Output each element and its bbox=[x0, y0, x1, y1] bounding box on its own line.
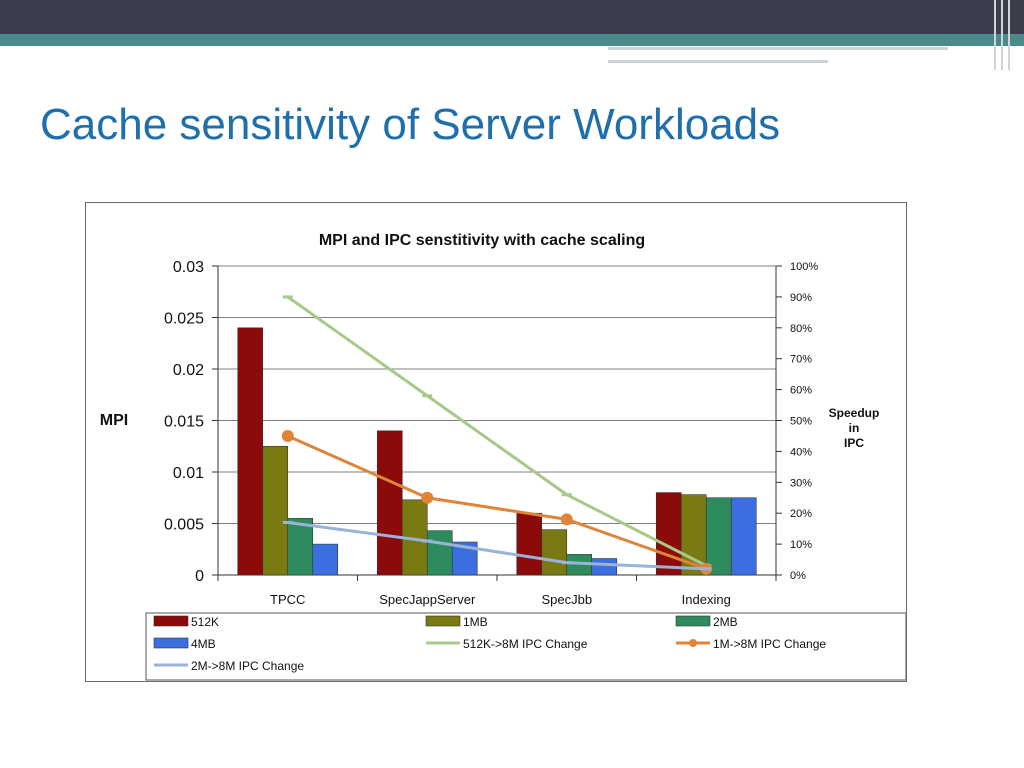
line-point bbox=[701, 567, 712, 571]
legend-marker bbox=[439, 641, 447, 645]
series-line bbox=[287, 434, 707, 571]
line-point bbox=[282, 295, 293, 299]
legend-label: 512K->8M IPC Change bbox=[463, 637, 588, 651]
chart-svg: MPI and IPC senstitivity with cache scal… bbox=[100, 232, 907, 681]
bar-2mb bbox=[287, 518, 314, 576]
line-point bbox=[422, 539, 433, 543]
y-tick-label: 0 bbox=[195, 568, 204, 585]
legend-marker bbox=[689, 639, 697, 647]
bar-2mb bbox=[705, 497, 732, 576]
slide-corner-line bbox=[994, 0, 996, 70]
y2-axis-label: in bbox=[849, 421, 860, 435]
y2-axis-label: IPC bbox=[844, 436, 864, 450]
legend-label: 2M->8M IPC Change bbox=[191, 659, 304, 673]
bar-1mb bbox=[541, 529, 568, 576]
bar-512k bbox=[516, 512, 543, 576]
y2-tick-label: 30% bbox=[790, 477, 812, 489]
legend-box bbox=[145, 612, 907, 681]
series-line bbox=[286, 295, 707, 568]
line-point bbox=[422, 394, 433, 398]
line-point bbox=[561, 493, 572, 497]
bar-512k bbox=[376, 430, 403, 576]
legend-swatch bbox=[153, 637, 189, 649]
line-point bbox=[560, 513, 573, 526]
y-tick-label: 0.025 bbox=[164, 311, 204, 328]
slide-title: Cache sensitivity of Server Workloads bbox=[40, 100, 781, 149]
legend-swatch bbox=[675, 615, 711, 627]
y-tick-label: 0.01 bbox=[173, 465, 204, 482]
y2-tick-label: 40% bbox=[790, 446, 812, 458]
legend-label: 1MB bbox=[463, 615, 488, 629]
bar-4mb bbox=[730, 497, 757, 576]
x-tick-label: Indexing bbox=[682, 592, 731, 607]
chart-title: MPI and IPC senstitivity with cache scal… bbox=[319, 232, 645, 249]
bar-4mb bbox=[591, 558, 618, 576]
legend-label: 2MB bbox=[713, 615, 738, 629]
line-point bbox=[281, 429, 294, 442]
y-tick-label: 0.005 bbox=[164, 517, 204, 534]
legend: 512K 1MB 2MB 4MB 512K->8M IPC Change 1M->8M I… bbox=[145, 612, 907, 681]
bar-512k bbox=[655, 492, 682, 576]
bar-4mb bbox=[312, 543, 339, 576]
y2-tick-label: 100% bbox=[790, 261, 818, 273]
plot-area: 0.03 0.025 0.02 0.015 0.01 0.005 0 100% 90% 80% 70… bbox=[164, 259, 879, 607]
y-tick-label: 0.03 bbox=[173, 259, 204, 276]
slide-corner-line-3 bbox=[1008, 0, 1010, 70]
y2-tick-label: 80% bbox=[790, 323, 812, 335]
slide-corner-line-2 bbox=[1001, 0, 1003, 70]
line-point bbox=[421, 491, 434, 504]
slide-top-line bbox=[608, 47, 948, 50]
legend-label: 512K bbox=[191, 615, 219, 629]
y2-tick-label: 10% bbox=[790, 539, 812, 551]
y-tick-label: 0.02 bbox=[173, 362, 204, 379]
legend-label: 4MB bbox=[191, 637, 216, 651]
y2-tick-label: 20% bbox=[790, 508, 812, 520]
bar-1mb bbox=[262, 445, 289, 576]
x-tick-label: SpecJappServer bbox=[379, 592, 476, 607]
series-line bbox=[287, 520, 707, 571]
y2-tick-label: 50% bbox=[790, 416, 812, 428]
bar-2mb bbox=[426, 530, 453, 576]
y2-tick-label: 90% bbox=[790, 292, 812, 304]
bar-512k bbox=[237, 327, 264, 576]
legend-swatch bbox=[425, 615, 461, 627]
chart-frame: MPI and IPC senstitivity with cache scal… bbox=[85, 202, 907, 682]
y2-tick-label: 60% bbox=[790, 385, 812, 397]
y2-tick-label: 70% bbox=[790, 354, 812, 366]
line-point bbox=[282, 520, 293, 524]
legend-swatch bbox=[153, 615, 189, 627]
legend-marker bbox=[167, 663, 175, 667]
slide-top-line-2 bbox=[608, 60, 828, 63]
y-tick-label: 0.015 bbox=[164, 414, 204, 431]
slide-top-bar bbox=[0, 0, 1024, 34]
slide-top-stripe bbox=[0, 34, 1024, 46]
x-tick-label: SpecJbb bbox=[541, 592, 592, 607]
x-tick-label: TPCC bbox=[270, 592, 305, 607]
y2-tick-label: 0% bbox=[790, 570, 806, 582]
line-point bbox=[561, 561, 572, 565]
y2-axis-label: Speedup bbox=[829, 406, 880, 420]
y-axis-label: MPI bbox=[100, 412, 128, 429]
legend-label: 1M->8M IPC Change bbox=[713, 637, 826, 651]
